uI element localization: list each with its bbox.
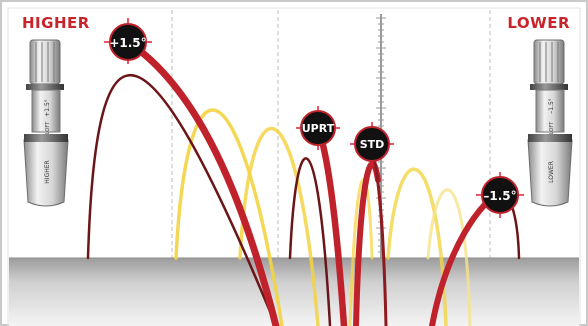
marker-minus-1-5-label: –1.5° [483, 189, 516, 203]
ground [9, 258, 579, 326]
trajectory-dark-high [86, 73, 278, 326]
adapter-right-bottom-label: LOWER [548, 161, 555, 183]
adapter-right-middle-label: LOFT [549, 121, 555, 134]
marker-minus-1-5 [476, 172, 524, 218]
inner-frame [7, 7, 581, 326]
marker-uprt [296, 106, 340, 150]
label-higher: HIGHER [22, 14, 90, 32]
trajectory-yellow-4 [426, 188, 472, 326]
adapter-left-middle-label: LOFT [45, 121, 51, 134]
trajectory-yellow-5 [348, 178, 374, 326]
trajectory-dark-uprt [288, 157, 332, 326]
adapter-left-top-label: +1.5° [44, 99, 51, 117]
marker-plus-1-5-label: +1.5° [109, 36, 146, 50]
trajectory-yellow-1 [174, 108, 284, 326]
marker-plus-1-5 [104, 18, 152, 64]
trajectory-yellow-2 [238, 126, 320, 326]
trajectory-yellow-3 [386, 167, 448, 326]
guide-lines [171, 10, 491, 326]
adapter-right-illustration [527, 39, 573, 207]
adapter-left-illustration [23, 39, 69, 207]
label-lower: LOWER [507, 14, 570, 32]
adapter-left-bottom-label: HIGHER [44, 160, 51, 183]
adapter-right-top-label: –1.5° [548, 98, 555, 114]
marker-std [350, 122, 394, 166]
marker-std-label: STD [360, 138, 385, 151]
trajectory-red-high [124, 38, 280, 326]
marker-uprt-label: UPRT [302, 122, 335, 135]
